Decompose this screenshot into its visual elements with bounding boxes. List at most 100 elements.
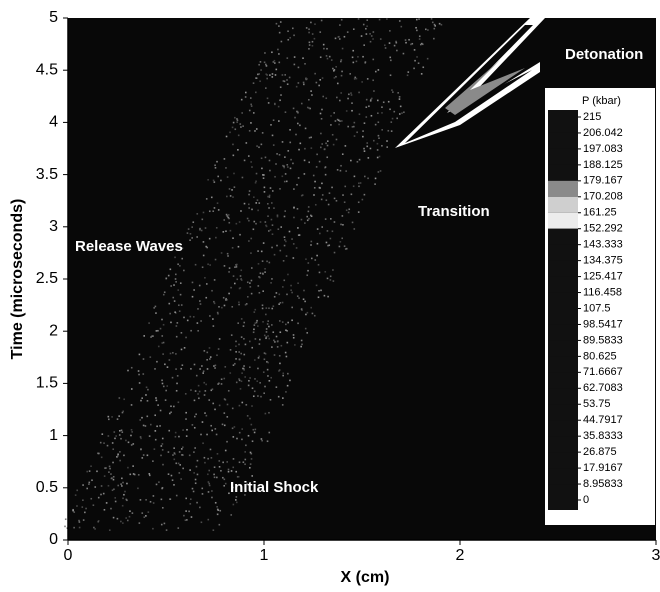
speckle [214,367,216,369]
speckle [189,232,192,235]
speckle [259,382,261,384]
y-tick-label: 3 [49,218,58,235]
speckle [274,102,276,105]
speckle [233,282,236,285]
speckle [418,18,420,20]
speckle [287,150,290,152]
speckle [300,194,303,197]
speckle [204,461,206,464]
y-tick-label: 1 [49,427,58,444]
speckle [297,227,299,229]
speckle [123,454,125,457]
speckle [268,379,271,382]
colorbar-label: 206.042 [583,127,623,139]
speckle [235,501,238,504]
speckle [356,131,358,134]
speckle [311,40,314,43]
speckle [325,142,327,145]
colorbar-label: 143.333 [583,239,623,251]
speckle [292,336,295,339]
speckle [229,349,232,351]
speckle [218,306,220,308]
speckle [257,250,259,252]
speckle [193,451,195,453]
speckle [178,451,181,453]
speckle [122,410,125,413]
speckle [265,225,268,228]
speckle [240,352,243,355]
colorbar-label: 188.125 [583,159,623,171]
speckle [170,405,172,408]
speckle [296,295,299,297]
speckle [216,354,218,357]
speckle [326,47,328,50]
speckle [244,494,246,496]
speckle [189,239,191,242]
speckle [235,381,238,384]
speckle [255,222,257,225]
speckle [362,130,364,132]
speckle [326,230,329,232]
speckle [277,395,280,398]
speckle [168,302,171,305]
speckle [170,474,173,477]
speckle [260,143,263,146]
speckle [404,39,407,41]
speckle [344,145,347,147]
speckle [274,62,276,64]
speckle [196,213,199,215]
speckle [286,330,288,332]
speckle [259,80,261,83]
speckle [72,509,74,512]
speckle [240,126,242,128]
speckle [258,355,260,358]
speckle [307,262,310,264]
speckle [205,414,208,417]
speckle [374,183,376,185]
speckle [112,448,115,451]
speckle [235,470,238,473]
speckle [235,345,237,348]
speckle [234,128,237,131]
speckle [255,128,258,130]
speckle [129,510,131,512]
colorbar-swatch [548,420,578,437]
speckle [193,426,196,429]
speckle [105,502,108,504]
speckle [214,258,217,261]
speckle [252,228,255,231]
speckle [287,321,289,324]
speckle [217,509,220,512]
speckle [130,444,133,446]
speckle [387,100,390,103]
speckle [146,415,149,418]
speckle [129,473,132,476]
speckle [251,405,253,407]
speckle [343,201,346,204]
speckle [201,421,204,423]
speckle [120,429,123,432]
speckle [205,198,208,200]
speckle [304,147,306,150]
speckle [262,174,264,176]
speckle [193,415,196,418]
noise-texture [64,18,443,531]
speckle [165,529,168,531]
speckle [254,322,257,324]
speckle [292,107,295,110]
speckle [118,429,121,432]
speckle [226,461,229,463]
speckle [284,173,287,175]
speckle [113,431,116,433]
speckle [174,453,176,455]
speckle [177,527,180,529]
speckle [216,513,219,516]
speckle [224,482,227,485]
x-tick-label: 3 [652,547,660,564]
speckle [213,302,216,305]
speckle [283,215,286,218]
speckle [145,499,147,501]
speckle [265,73,267,76]
speckle [185,411,187,414]
speckle [270,376,272,379]
